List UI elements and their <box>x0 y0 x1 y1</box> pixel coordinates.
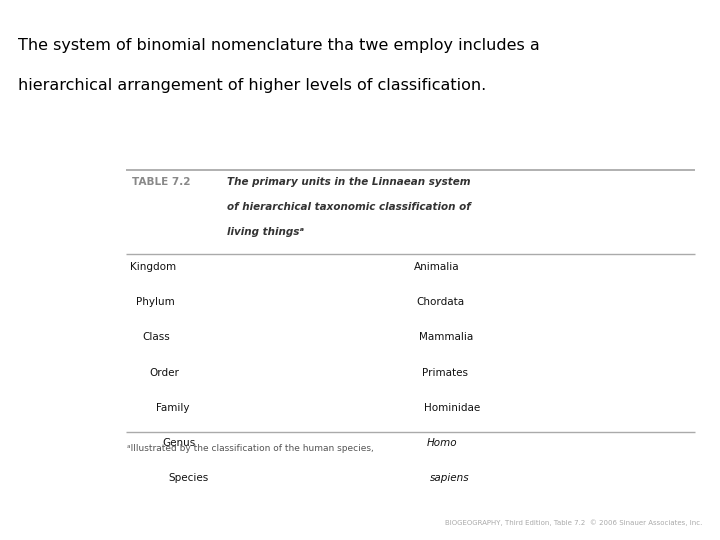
Text: Class: Class <box>143 333 171 342</box>
Text: Primates: Primates <box>422 368 468 377</box>
Text: Kingdom: Kingdom <box>130 262 176 272</box>
Text: BIOGEOGRAPHY, Third Edition, Table 7.2  © 2006 Sinauer Associates, Inc.: BIOGEOGRAPHY, Third Edition, Table 7.2 ©… <box>445 520 702 526</box>
Text: sapiens: sapiens <box>430 473 469 483</box>
Text: Hominidae: Hominidae <box>424 403 481 413</box>
Text: Animalia: Animalia <box>414 262 459 272</box>
Text: of hierarchical taxonomic classification of: of hierarchical taxonomic classification… <box>227 202 471 212</box>
Text: The system of binomial nomenclature tha twe employ includes a: The system of binomial nomenclature tha … <box>18 38 540 53</box>
Text: living thingsᵃ: living thingsᵃ <box>227 227 304 238</box>
Text: ᵃIllustrated by the classification of the human species,: ᵃIllustrated by the classification of th… <box>127 444 377 453</box>
Text: Chordata: Chordata <box>417 298 464 307</box>
Text: Species: Species <box>168 473 209 483</box>
Text: Genus: Genus <box>162 438 195 448</box>
Text: Order: Order <box>149 368 179 377</box>
Text: The primary units in the Linnaean system: The primary units in the Linnaean system <box>227 177 470 187</box>
Text: Homo: Homo <box>427 438 458 448</box>
Text: hierarchical arrangement of higher levels of classification.: hierarchical arrangement of higher level… <box>18 78 486 93</box>
Text: Family: Family <box>156 403 189 413</box>
Text: Mammalia: Mammalia <box>419 333 474 342</box>
Text: TABLE 7.2: TABLE 7.2 <box>132 177 190 187</box>
Text: Phylum: Phylum <box>136 298 175 307</box>
